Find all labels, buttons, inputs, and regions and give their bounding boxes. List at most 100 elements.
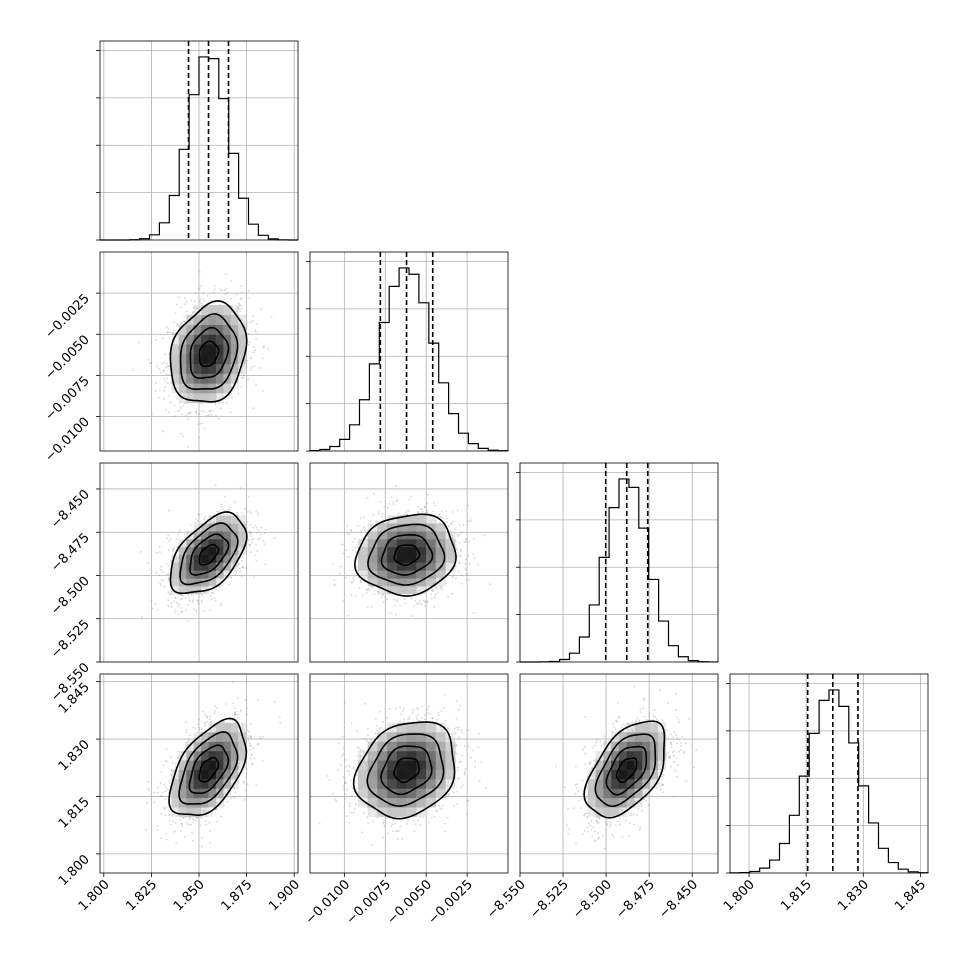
density-cell: [406, 769, 417, 780]
scatter-point: [458, 736, 461, 739]
scatter-point: [190, 299, 193, 302]
scatter-point: [249, 531, 252, 534]
contour-level-3: [168, 717, 248, 816]
scatter-point: [232, 702, 235, 705]
density-cell: [611, 797, 620, 808]
scatter-point: [250, 368, 253, 371]
scatter-point: [675, 716, 678, 719]
scatter-point: [148, 789, 151, 792]
scatter-point: [579, 807, 582, 809]
scatter-point: [247, 332, 250, 335]
scatter-point: [678, 739, 680, 741]
density-cell: [611, 769, 620, 780]
scatter-point: [615, 720, 618, 723]
scatter-point: [210, 594, 213, 597]
scatter-point: [379, 500, 382, 503]
scatter-point: [155, 551, 158, 554]
scatter-point: [166, 574, 168, 576]
scatter-point: [201, 594, 203, 597]
density-cell: [230, 334, 239, 345]
scatter-point: [596, 822, 599, 824]
scatter-point: [424, 506, 427, 509]
density-cell: [208, 353, 217, 365]
density-cell: [396, 523, 407, 532]
density-cell: [230, 363, 239, 374]
scatter-point: [170, 602, 173, 605]
scatter-point: [414, 599, 417, 602]
density-cell: [201, 570, 209, 579]
scatter-point: [183, 533, 186, 536]
density-cell: [367, 539, 378, 548]
scatter-point: [372, 820, 374, 823]
scatter-point: [198, 288, 200, 290]
density-cell: [193, 807, 202, 817]
density-cell: [634, 788, 643, 799]
scatter-point: [167, 331, 170, 334]
scatter-point: [394, 613, 397, 616]
scatter-point: [567, 833, 570, 835]
scatter-point: [162, 430, 165, 433]
scatter-point: [457, 571, 460, 574]
scatter-point: [438, 513, 441, 516]
scatter-point: [204, 820, 207, 822]
scatter-point: [420, 508, 423, 510]
scatter-point: [421, 510, 424, 513]
density-cell: [603, 788, 612, 799]
scatter-point: [489, 583, 491, 586]
scatter-point: [352, 540, 355, 543]
density-cell: [387, 741, 398, 752]
scatter-point: [392, 830, 395, 832]
contour-level-2: [178, 731, 239, 805]
scatter-point: [220, 505, 223, 508]
scatter-point: [221, 508, 224, 511]
scatter-point: [247, 736, 250, 739]
density-cell: [208, 523, 217, 532]
scatter-point: [459, 554, 462, 557]
density-cell: [377, 769, 388, 780]
scatter-point: [611, 722, 614, 725]
scatter-point: [249, 744, 252, 747]
scatter-point: [596, 820, 598, 823]
scatter-point: [198, 300, 201, 303]
scatter-point: [591, 835, 594, 838]
scatter-point: [346, 555, 349, 558]
density-cell: [208, 570, 217, 579]
density-cell: [377, 750, 388, 761]
scatter-point: [460, 574, 463, 577]
density-cell: [435, 788, 446, 799]
density-cell: [657, 722, 667, 733]
scatter-point: [364, 738, 367, 740]
scatter-point: [175, 602, 178, 604]
density-cell: [223, 539, 232, 548]
scatter-point: [615, 824, 617, 827]
scatter-point: [431, 717, 434, 720]
scatter-point: [574, 765, 577, 768]
scatter-point: [187, 594, 190, 597]
scatter-point: [361, 594, 364, 597]
scatter-point: [244, 507, 247, 510]
density-cell: [357, 750, 368, 761]
scatter-point: [584, 752, 587, 755]
scatter-point: [622, 723, 624, 726]
density-cell: [387, 531, 398, 540]
density-cell: [201, 769, 209, 780]
scatter-point: [459, 549, 462, 552]
scatter-point: [458, 524, 461, 527]
scatter-point: [474, 765, 477, 768]
scatter-point: [456, 533, 459, 536]
scatter-point: [168, 782, 171, 784]
density-cell: [416, 760, 427, 770]
scatter-point: [661, 783, 664, 786]
scatter-point: [326, 775, 329, 777]
scatter-point: [385, 716, 388, 719]
scatter-point: [162, 370, 165, 372]
scatter-point: [240, 385, 243, 388]
scatter-point: [342, 785, 345, 788]
scatter-point: [171, 761, 174, 764]
density-cell: [396, 515, 407, 524]
density-cell: [626, 722, 635, 733]
scatter-point: [343, 792, 346, 795]
scatter-point: [396, 499, 399, 502]
density-cell: [230, 324, 239, 335]
scatter-point: [402, 708, 405, 710]
